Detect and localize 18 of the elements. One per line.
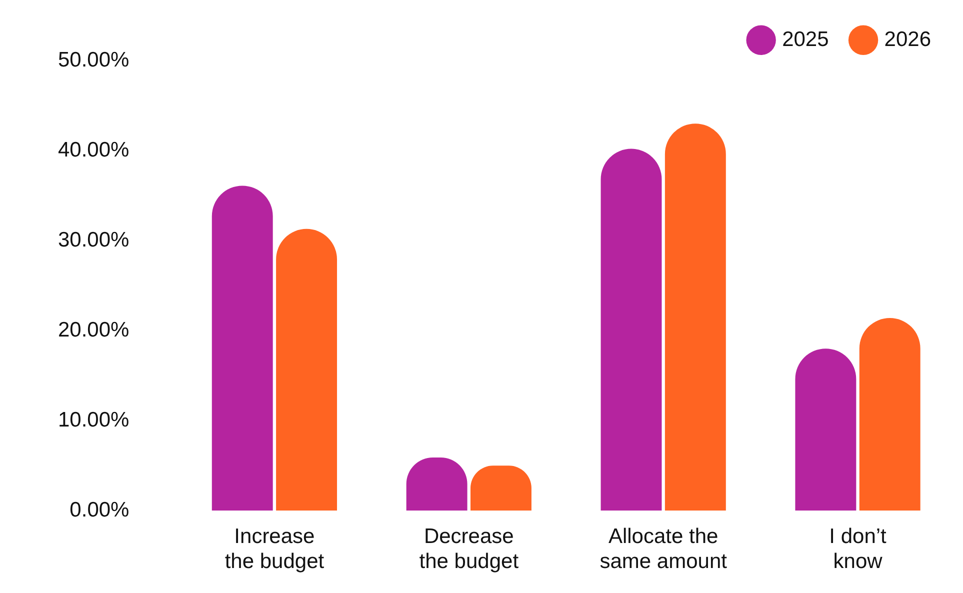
y-tick-label: 50.00% xyxy=(58,48,130,72)
bar xyxy=(795,348,856,511)
y-tick-label: 0.00% xyxy=(70,498,130,522)
bar xyxy=(664,124,726,511)
x-tick-label: Increase the budget xyxy=(224,524,324,574)
bar xyxy=(859,318,920,511)
x-tick-label: I don’t know xyxy=(829,524,887,574)
y-tick-label: 30.00% xyxy=(58,228,130,252)
x-tick-label: Allocate the same amount xyxy=(600,524,728,574)
x-tick-label: Decrease the budget xyxy=(419,524,519,574)
y-tick-label: 10.00% xyxy=(58,408,130,432)
y-tick-label: 20.00% xyxy=(58,318,130,342)
bar xyxy=(600,148,662,511)
bar xyxy=(212,186,273,511)
y-tick-label: 40.00% xyxy=(58,138,130,162)
legend-label: 2025 xyxy=(782,28,829,51)
bar xyxy=(276,228,338,511)
legend-label: 2026 xyxy=(884,28,931,51)
